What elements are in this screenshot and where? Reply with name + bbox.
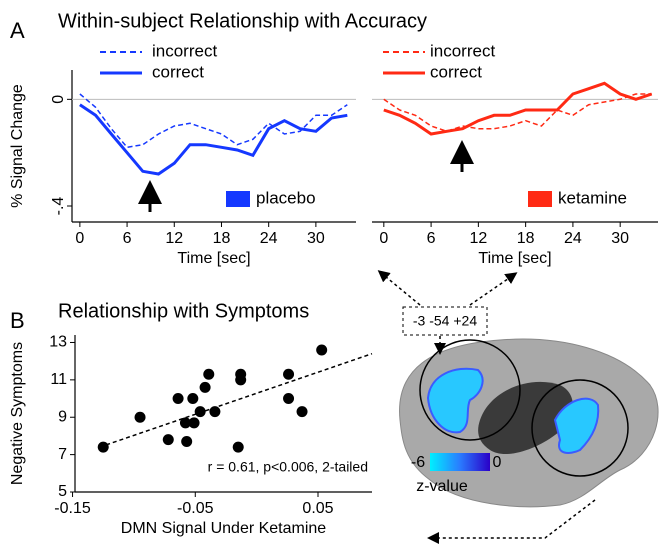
condition-swatch bbox=[528, 191, 552, 207]
y-tick-label: 5 bbox=[58, 483, 67, 500]
pointer bbox=[427, 499, 596, 544]
x-axis-label: Time [sec] bbox=[177, 250, 250, 267]
legend-label: incorrect bbox=[430, 41, 495, 60]
coordinate-box bbox=[402, 306, 488, 336]
y-tick-label: 0 bbox=[50, 95, 67, 104]
brain-inner bbox=[478, 381, 573, 455]
roi-circle bbox=[531, 379, 629, 477]
x-tick-label: 18 bbox=[213, 230, 231, 247]
chart-title: Relationship with Symptoms bbox=[58, 300, 309, 322]
x-tick-label: 24 bbox=[564, 230, 582, 247]
x-tick-label: 6 bbox=[123, 230, 132, 247]
x-axis-label: DMN Signal Under Ketamine bbox=[121, 520, 327, 537]
activation bbox=[426, 367, 484, 434]
point bbox=[203, 368, 215, 380]
panel-label: A bbox=[10, 18, 25, 43]
point bbox=[232, 441, 244, 453]
pointer bbox=[377, 270, 421, 306]
condition-label: placebo bbox=[256, 188, 316, 207]
x-tick-label: -0.15 bbox=[54, 500, 91, 517]
x-tick-label: 30 bbox=[611, 230, 629, 247]
x-tick-label: -0.05 bbox=[177, 500, 214, 517]
x-tick-label: 12 bbox=[469, 230, 487, 247]
point bbox=[187, 393, 199, 405]
y-tick-label: 11 bbox=[50, 371, 67, 388]
y-tick-label: 9 bbox=[58, 408, 67, 425]
x-tick-label: 30 bbox=[307, 230, 325, 247]
y-tick-label: 7 bbox=[58, 446, 67, 463]
point bbox=[181, 436, 193, 448]
legend-label: correct bbox=[430, 62, 482, 81]
colorbar-label: z-value bbox=[416, 478, 468, 495]
x-tick-label: 0 bbox=[379, 230, 388, 247]
point bbox=[194, 406, 206, 418]
colorbar-tick: -6 bbox=[411, 454, 425, 471]
point bbox=[97, 441, 109, 453]
coordinates: -3 -54 +24 bbox=[413, 313, 477, 329]
y-tick-label: 13 bbox=[49, 334, 67, 351]
x-tick-label: 24 bbox=[260, 230, 278, 247]
series-line bbox=[79, 93, 348, 149]
chart-title: Within-subject Relationship with Accurac… bbox=[58, 10, 427, 32]
pointer bbox=[469, 272, 518, 306]
x-tick-label: 6 bbox=[427, 230, 436, 247]
point bbox=[162, 434, 174, 446]
x-axis-label: Time [sec] bbox=[478, 250, 551, 267]
arrows bbox=[138, 140, 474, 212]
point bbox=[283, 368, 295, 380]
point bbox=[316, 344, 328, 356]
series-line bbox=[383, 81, 653, 136]
fit-line bbox=[99, 352, 373, 448]
point bbox=[235, 368, 247, 380]
legend-label: incorrect bbox=[152, 41, 217, 60]
point bbox=[283, 393, 295, 405]
point bbox=[134, 411, 146, 423]
panel-label: B bbox=[10, 308, 25, 333]
y-axis-label: Negative Symptoms bbox=[9, 342, 26, 485]
activation bbox=[553, 397, 600, 454]
x-tick-label: 18 bbox=[517, 230, 535, 247]
condition-label: ketamine bbox=[558, 188, 627, 207]
point bbox=[172, 393, 184, 405]
colorbar-tick: 0 bbox=[493, 454, 502, 471]
y-axis-label: % Signal Change bbox=[9, 84, 26, 208]
colorbar bbox=[430, 453, 490, 471]
roi-circle bbox=[419, 339, 521, 441]
series-line bbox=[383, 93, 652, 133]
x-tick-label: 0 bbox=[75, 230, 84, 247]
brain-map: -6 0 z-value -3 -54 +24 bbox=[377, 270, 659, 544]
point bbox=[296, 406, 308, 418]
y-tick-label: -.4 bbox=[50, 197, 67, 216]
legend-label: correct bbox=[152, 62, 204, 81]
point bbox=[209, 406, 221, 418]
x-tick-label: 12 bbox=[165, 230, 183, 247]
series-line bbox=[79, 103, 348, 176]
condition-swatch bbox=[226, 191, 250, 207]
annotation: r = 0.61, p<0.006, 2-tailed bbox=[208, 459, 368, 475]
point bbox=[179, 417, 191, 429]
x-tick-label: 0.05 bbox=[302, 500, 333, 517]
point bbox=[188, 417, 200, 429]
point bbox=[199, 381, 211, 393]
